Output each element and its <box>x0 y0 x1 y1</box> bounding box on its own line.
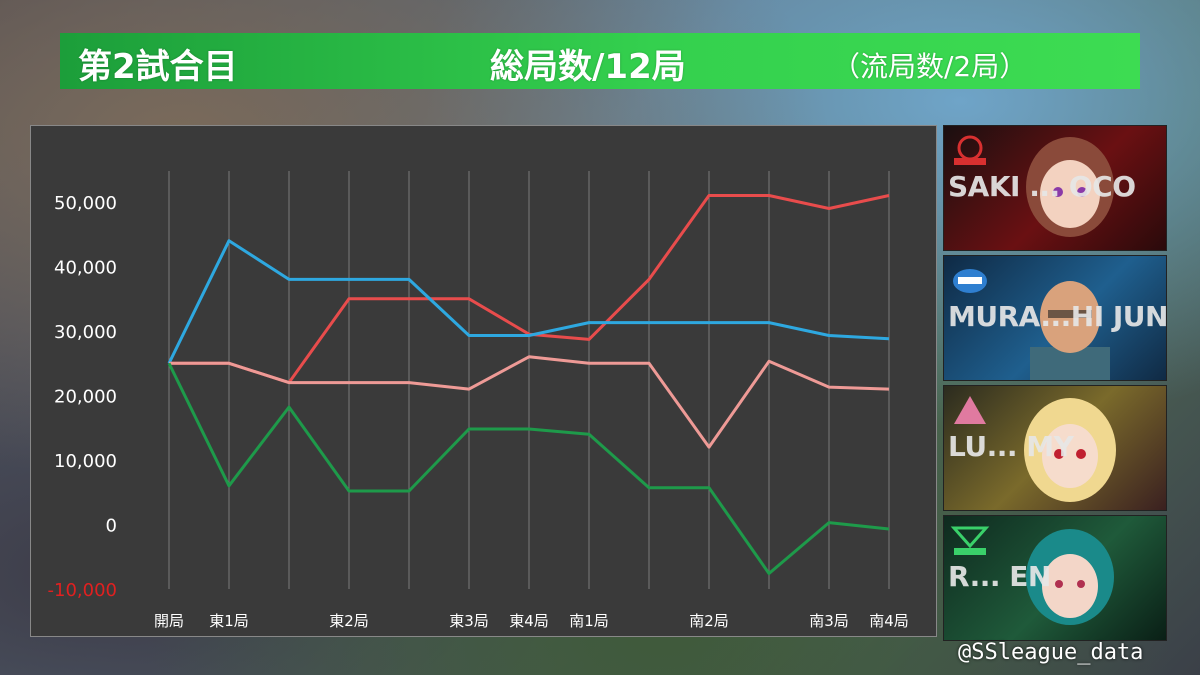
series-line-3 <box>167 362 890 575</box>
x-tick-label: 南3局 <box>809 612 849 630</box>
score-line-chart: 50,000 40,000 30,000 20,000 10,000 0 -10,000 開局… <box>48 171 909 630</box>
atlas-logo-icon <box>953 269 987 293</box>
player-name: MURA...HI JUN <box>948 300 1167 333</box>
player-portrait-icon <box>1030 281 1110 380</box>
game-number-label: 第2試合目 <box>78 47 238 87</box>
score-chart: 50,000 40,000 30,000 20,000 10,000 0 -10,000 開局… <box>30 125 937 637</box>
y-tick-label: 0 <box>106 516 117 537</box>
y-tick-label: 30,000 <box>54 322 117 343</box>
y-tick-label: 20,000 <box>54 387 117 408</box>
gladives-logo-icon <box>954 396 986 424</box>
player-name: SAKI ... OCO <box>948 170 1136 203</box>
x-tick-label: 南2局 <box>689 612 729 630</box>
player-portrait-icon <box>1026 529 1114 625</box>
y-tick-label: -10,000 <box>48 580 117 601</box>
player-panel-atlas: MURA...HI JUN <box>943 255 1167 381</box>
player-panel-achilles: SAKI ... OCO <box>943 125 1167 251</box>
y-tick-label: 40,000 <box>54 258 117 279</box>
player-name: LU... MY <box>948 430 1074 463</box>
player-name: R... EN <box>948 560 1051 593</box>
series-line-2 <box>169 355 890 449</box>
title-bar: 第2試合目 総局数/12局 （流局数/2局） <box>60 33 1140 89</box>
twitter-handle: @SSleague_data <box>958 640 1144 665</box>
series-line-1 <box>167 239 890 364</box>
player-panel-heracles: R... EN <box>943 515 1167 641</box>
achilles-logo-icon <box>954 135 986 165</box>
x-tick-label: 東4局 <box>509 612 549 630</box>
y-tick-label: 10,000 <box>54 451 117 472</box>
player-portrait-icon <box>1024 398 1116 502</box>
x-tick-label: 東3局 <box>449 612 489 630</box>
x-tick-label: 南1局 <box>569 612 609 630</box>
draw-rounds-label: （流局数/2局） <box>832 50 1028 83</box>
x-tick-label: 東2局 <box>329 612 369 630</box>
heracles-logo-icon <box>950 526 990 555</box>
x-tick-label: 南4局 <box>869 612 909 630</box>
total-rounds-label: 総局数/12局 <box>490 47 686 87</box>
y-tick-label: 50,000 <box>54 193 117 214</box>
x-tick-label: 開局 <box>154 612 184 630</box>
x-tick-label: 東1局 <box>209 612 249 630</box>
player-portrait-icon <box>1026 137 1114 237</box>
player-panel-gladives: LU... MY <box>943 385 1167 511</box>
